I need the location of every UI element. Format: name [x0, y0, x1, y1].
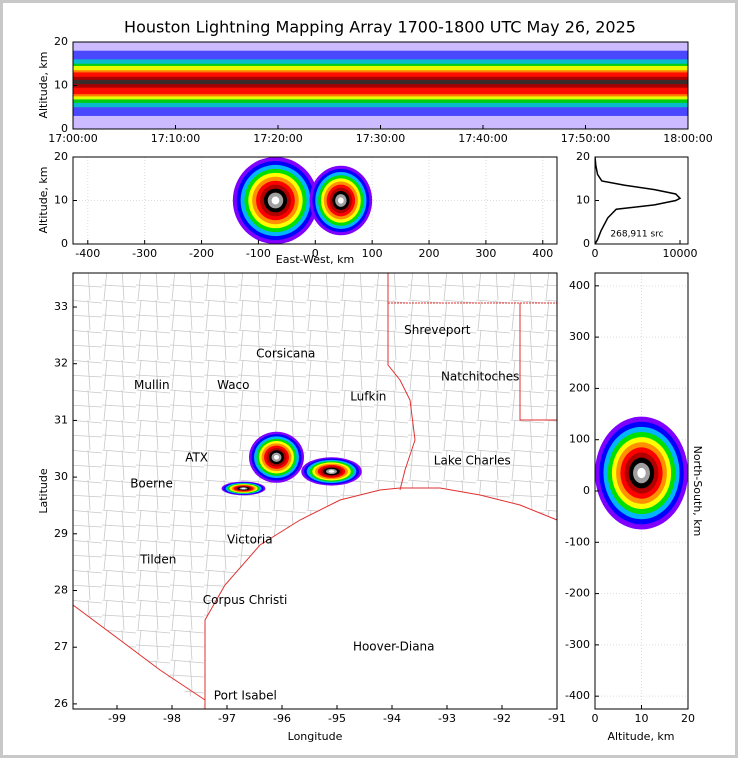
- x-tick-label: 20: [681, 712, 695, 725]
- city-label: Victoria: [227, 533, 273, 547]
- plot-area: [221, 431, 362, 496]
- y-tick-label: 20: [54, 35, 68, 48]
- x-tick-label: -99: [108, 712, 126, 725]
- density-ring: [271, 196, 280, 205]
- y-tick-label: 20: [54, 150, 68, 163]
- x-tick-label: -97: [218, 712, 236, 725]
- y-tick-label: 200: [569, 381, 590, 394]
- y-tick-label: 10: [54, 79, 68, 92]
- y-tick-label: 31: [54, 413, 68, 426]
- y-tick-label: -400: [565, 689, 590, 702]
- x-tick-label: 18:00:00: [663, 132, 712, 145]
- chart-title: Houston Lightning Mapping Array 1700-180…: [124, 18, 636, 37]
- axes-frame: [72, 272, 558, 710]
- city-label: Lufkin: [350, 390, 386, 404]
- y-tick-label: 0: [583, 484, 590, 497]
- density-ring: [338, 197, 344, 204]
- x-tick-label: -96: [273, 712, 291, 725]
- city-label: Natchitoches: [441, 369, 519, 383]
- city-label: Shreveport: [404, 323, 471, 337]
- x-tick-label: 10: [635, 712, 649, 725]
- city-label: Corsicana: [256, 347, 315, 361]
- x-tick-label: -100: [246, 247, 271, 260]
- x-tick-label: -92: [493, 712, 511, 725]
- x-axis-label: Altitude, km: [607, 730, 674, 743]
- x-tick-label: 17:50:00: [561, 132, 610, 145]
- plot-area: [73, 157, 557, 244]
- y-tick-label: 10: [576, 194, 590, 207]
- y-axis-label: Latitude: [37, 468, 50, 514]
- x-tick-label: 17:00:00: [48, 132, 97, 145]
- plot-area: [595, 273, 688, 709]
- city-label: Waco: [217, 378, 249, 392]
- x-tick-label: 17:40:00: [458, 132, 507, 145]
- y-tick-label: -100: [565, 535, 590, 548]
- x-tick-label: -91: [548, 712, 566, 725]
- x-tick-label: -400: [75, 247, 100, 260]
- y-tick-label: 0: [61, 237, 68, 250]
- x-tick-label: -300: [132, 247, 157, 260]
- city-label: Hoover-Diana: [353, 640, 435, 654]
- density-ring: [637, 467, 646, 479]
- map-base: [72, 273, 558, 709]
- y-tick-label: 20: [576, 150, 590, 163]
- y-tick-label: 0: [583, 237, 590, 250]
- y-tick-label: -200: [565, 587, 590, 600]
- x-tick-label: 17:30:00: [356, 132, 405, 145]
- city-label: Lake Charles: [434, 454, 511, 468]
- x-tick-label: 0: [312, 247, 319, 260]
- x-tick-label: -98: [163, 712, 181, 725]
- y-tick-label: 30: [54, 470, 68, 483]
- y-tick-label: 0: [61, 122, 68, 135]
- x-tick-label: 0: [592, 712, 599, 725]
- x-tick-label: -94: [383, 712, 401, 725]
- x-tick-label: -95: [328, 712, 346, 725]
- y-tick-label: 26: [54, 697, 68, 710]
- x-tick-label: 10000: [663, 247, 698, 260]
- density-ring: [274, 454, 279, 460]
- x-tick-label: 300: [475, 247, 496, 260]
- plot-area: [73, 42, 688, 129]
- city-label: Boerne: [130, 476, 173, 490]
- y-tick-label: 10: [54, 194, 68, 207]
- y-axis-label: Altitude, km: [37, 166, 50, 233]
- city-label: Mullin: [134, 378, 170, 392]
- plot-area: [595, 157, 682, 244]
- y-axis-label: Altitude, km: [37, 51, 50, 118]
- x-tick-label: -200: [189, 247, 214, 260]
- density-ring: [328, 470, 335, 473]
- y-tick-label: 32: [54, 357, 68, 370]
- city-label: ATX: [185, 450, 208, 464]
- x-tick-label: 400: [532, 247, 553, 260]
- y-tick-label: 400: [569, 279, 590, 292]
- x-tick-label: 17:10:00: [151, 132, 200, 145]
- x-axis-label: East-West, km: [276, 253, 354, 266]
- altitude-band: [73, 79, 688, 85]
- x-tick-label: 17:20:00: [253, 132, 302, 145]
- city-label: Corpus Christi: [203, 593, 287, 607]
- annotation: 268,911 src: [610, 230, 663, 240]
- altitude-histogram: [595, 157, 682, 244]
- y-tick-label: 29: [54, 527, 68, 540]
- city-label: Port Isabel: [214, 688, 277, 702]
- y-tick-label: 300: [569, 330, 590, 343]
- y-axis-label: North-South, km: [691, 446, 704, 537]
- x-axis-label: Longitude: [288, 730, 343, 743]
- x-tick-label: 100: [362, 247, 383, 260]
- y-tick-label: 100: [569, 433, 590, 446]
- x-tick-label: -93: [438, 712, 456, 725]
- y-tick-label: -300: [565, 638, 590, 651]
- x-tick-label: 200: [419, 247, 440, 260]
- density-ring: [241, 487, 246, 490]
- y-tick-label: 27: [54, 640, 68, 653]
- y-tick-label: 33: [54, 300, 68, 313]
- city-label: Tilden: [139, 552, 176, 566]
- x-tick-label: 0: [592, 247, 599, 260]
- y-tick-label: 28: [54, 584, 68, 597]
